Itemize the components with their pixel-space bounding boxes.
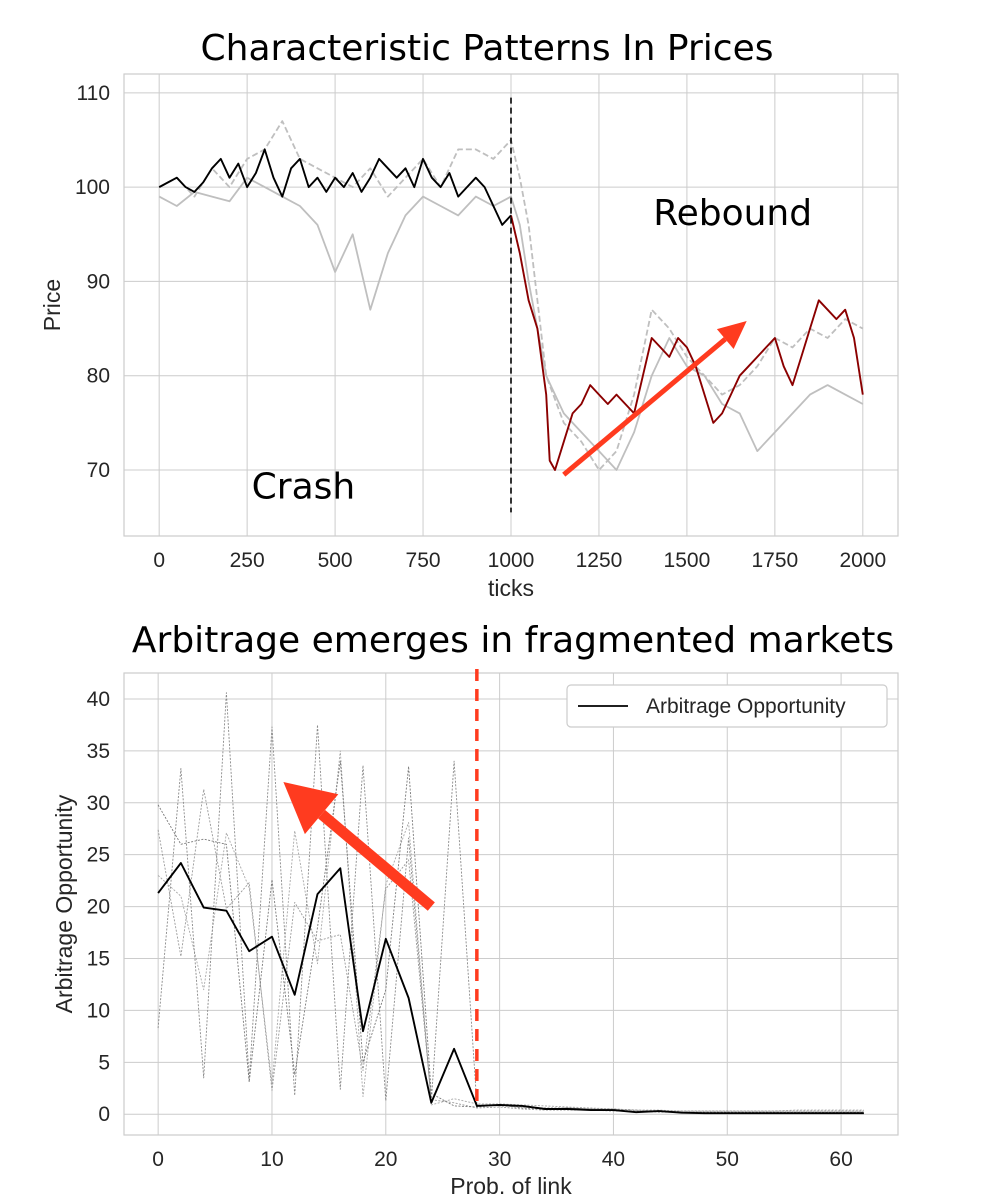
- y-tick-label: 80: [87, 365, 110, 388]
- legend-box: [566, 684, 888, 728]
- x-tick-label: 40: [602, 1148, 625, 1171]
- arrow-shaft: [562, 337, 727, 477]
- main-before-crash-line: [158, 148, 512, 226]
- other-1-line: [158, 120, 864, 471]
- price-series: [158, 120, 864, 471]
- y-tick-label: 90: [87, 270, 110, 293]
- x-tick-label: 1750: [752, 549, 799, 572]
- x-tick-label: 0: [152, 1148, 164, 1171]
- arbitrage-x-axis-label: Prob. of link: [450, 1173, 572, 1199]
- crash-annotation: Crash: [252, 466, 356, 507]
- y-tick-label: 70: [87, 459, 110, 482]
- arbitrage-y-ticks: 0 5 10 15 20 25 30 35 40: [87, 688, 110, 1126]
- replicate-1-line: [157, 760, 864, 1113]
- x-tick-label: 60: [829, 1148, 852, 1171]
- price-y-axis-label: Price: [39, 279, 65, 331]
- price-y-ticks: 70 80 90 100 110: [75, 82, 110, 482]
- emergence-arrow: [283, 782, 435, 911]
- price-chart: 0 250 500 750 1000 1250 1500 1750 2000 70 80 90 100…: [39, 28, 899, 601]
- arbitrage-gridlines: [124, 673, 898, 1135]
- y-tick-label: 40: [87, 688, 110, 711]
- x-tick-label: 50: [716, 1148, 739, 1171]
- x-tick-label: 750: [406, 549, 441, 572]
- price-x-axis-label: ticks: [488, 575, 534, 601]
- price-x-ticks: 0 250 500 750 1000 1250 1500 1750 2000: [153, 549, 886, 572]
- x-tick-label: 20: [374, 1148, 397, 1171]
- arbitrage-x-ticks: 0 10 20 30 40 50 60: [152, 1148, 852, 1171]
- arrow-head: [283, 782, 339, 835]
- x-tick-label: 30: [488, 1148, 511, 1171]
- x-tick-label: 10: [260, 1148, 283, 1171]
- y-tick-label: 20: [87, 896, 110, 919]
- arrow-head: [716, 321, 747, 349]
- x-tick-label: 250: [230, 549, 265, 572]
- arbitrage-plot-area: [123, 672, 899, 1136]
- legend-entry: Arbitrage Opportunity: [646, 695, 846, 718]
- x-tick-label: 0: [153, 549, 165, 572]
- y-tick-label: 110: [77, 82, 110, 105]
- y-tick-label: 100: [75, 176, 110, 199]
- arrow-shaft: [318, 810, 435, 911]
- price-chart-title: Characteristic Patterns In Prices: [200, 28, 773, 69]
- arbitrage-chart-title: Arbitrage emerges in fragmented markets: [132, 620, 894, 661]
- arbitrage-series: [157, 692, 864, 1115]
- legend: Arbitrage Opportunity: [566, 684, 888, 728]
- arbitrage-chart: 0 10 20 30 40 50 60 0 5 10 15 20 25 30 35 40 Arbitrage…: [51, 620, 899, 1199]
- rebound-arrow: [562, 321, 747, 477]
- arbitrage-y-axis-label: Arbitrage Opportunity: [51, 794, 77, 1013]
- y-tick-label: 10: [87, 999, 110, 1022]
- x-tick-label: 1000: [488, 549, 535, 572]
- main-after-crash-line: [510, 215, 864, 471]
- series-line: [157, 862, 864, 1115]
- y-tick-label: 15: [87, 948, 110, 971]
- y-tick-label: 30: [87, 792, 110, 815]
- x-tick-label: 1250: [576, 549, 623, 572]
- x-tick-label: 1500: [664, 549, 711, 572]
- y-tick-label: 0: [98, 1103, 110, 1126]
- rebound-annotation: Rebound: [653, 193, 812, 234]
- y-tick-label: 5: [98, 1051, 110, 1074]
- x-tick-label: 500: [318, 549, 353, 572]
- y-tick-label: 35: [87, 740, 110, 763]
- x-tick-label: 2000: [839, 549, 886, 572]
- replicate-4-line: [157, 750, 864, 1112]
- y-tick-label: 25: [87, 844, 110, 867]
